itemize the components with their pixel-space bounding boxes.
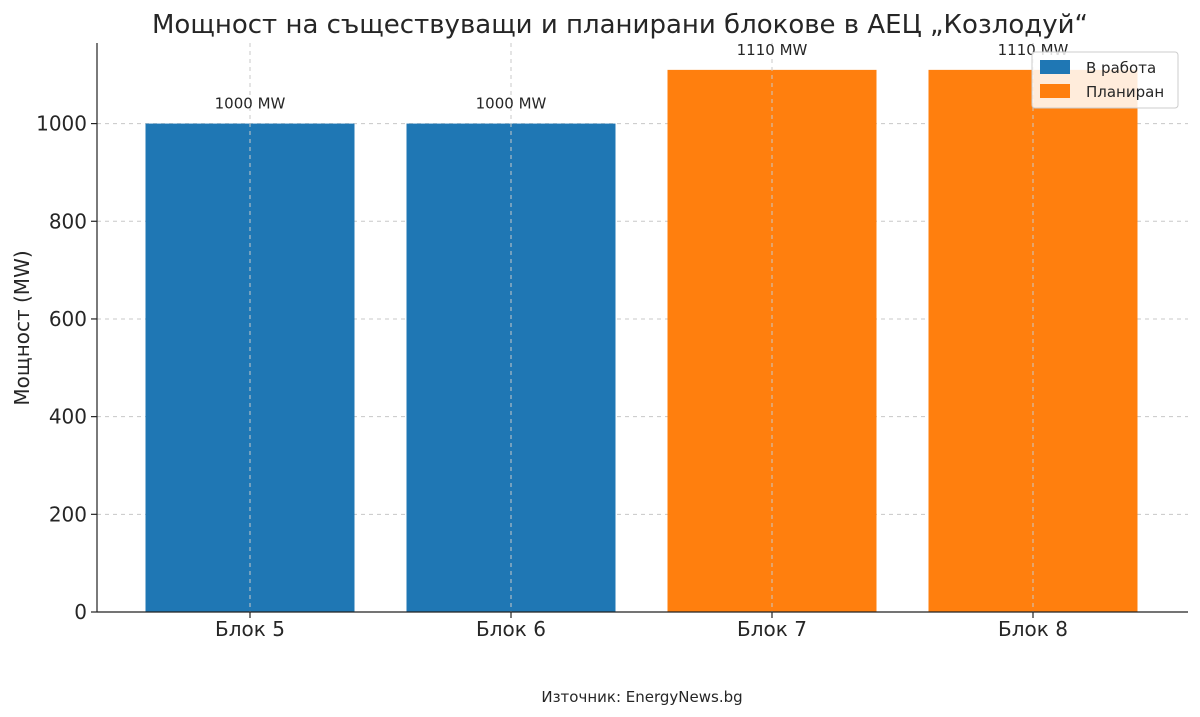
legend-label: В работа — [1086, 59, 1156, 77]
data-label: 1000 MW — [476, 95, 547, 113]
y-tick-label: 600 — [49, 307, 87, 331]
y-tick-label: 1000 — [36, 112, 87, 136]
y-ticks: 0 200 400 600 800 1000 — [36, 112, 97, 624]
axes — [96, 43, 1188, 613]
legend: В работа Планиран — [1031, 51, 1179, 109]
source-note: Източник: EnergyNews.bg — [541, 688, 742, 706]
chart-title: Мощност на съществуващи и планирани блок… — [152, 10, 1088, 40]
x-tick-label: Блок 8 — [998, 617, 1068, 641]
x-tick-label: Блок 5 — [215, 617, 285, 641]
legend-label: Планиран — [1086, 83, 1164, 101]
x-grid — [249, 43, 1034, 612]
y-tick-label: 400 — [49, 405, 87, 429]
data-label: 1110 MW — [737, 41, 808, 59]
data-label: 1000 MW — [215, 95, 286, 113]
x-tick-label: Блок 7 — [737, 617, 807, 641]
bars — [145, 69, 1138, 612]
legend-swatch — [1040, 84, 1070, 98]
y-tick-label: 800 — [49, 209, 87, 233]
x-ticks: Блок 5 Блок 6 Блок 7 Блок 8 — [215, 612, 1068, 641]
y-tick-label: 200 — [49, 502, 87, 526]
y-tick-label: 0 — [74, 600, 87, 624]
y-axis-label: Мощност (MW) — [10, 250, 34, 405]
legend-swatch — [1040, 60, 1070, 74]
grid — [97, 123, 1188, 515]
x-tick-label: Блок 6 — [476, 617, 546, 641]
